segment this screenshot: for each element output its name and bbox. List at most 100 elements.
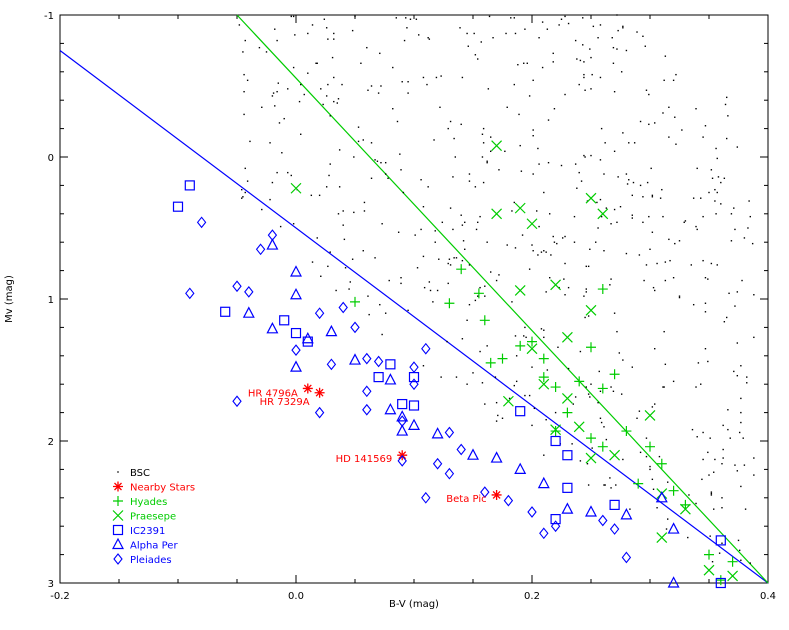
pleiades-point xyxy=(373,355,384,368)
pleiades-point xyxy=(255,243,266,256)
series-hyades xyxy=(350,264,738,586)
pleiades-point xyxy=(421,342,431,355)
bsc-point xyxy=(368,313,370,316)
praesepe-point xyxy=(514,202,526,214)
bsc-point xyxy=(552,235,554,238)
bsc-point xyxy=(704,125,707,127)
bsc-point xyxy=(338,186,341,188)
bsc-point xyxy=(546,28,549,30)
bsc-point xyxy=(740,365,742,367)
bsc-point xyxy=(571,443,573,445)
bsc-point xyxy=(397,231,400,233)
bsc-point xyxy=(597,37,599,39)
bsc-point xyxy=(513,201,515,204)
bsc-point xyxy=(572,403,574,405)
bsc-point xyxy=(613,208,616,211)
ic2391-point xyxy=(562,482,573,493)
bsc-point xyxy=(665,528,668,530)
bsc-point xyxy=(688,494,690,496)
bsc-point xyxy=(716,191,718,194)
bsc-point xyxy=(600,127,603,130)
bsc-point xyxy=(495,420,498,422)
bsc-point xyxy=(737,539,740,542)
bsc-point xyxy=(381,333,383,336)
bsc-point xyxy=(740,421,742,424)
alpha-per-point xyxy=(561,502,574,514)
bsc-point xyxy=(243,73,245,76)
bsc-point xyxy=(453,257,455,259)
bsc-point xyxy=(547,119,550,121)
bsc-point xyxy=(447,262,449,265)
bsc-point xyxy=(353,156,355,158)
bsc-point xyxy=(495,279,498,282)
bsc-point xyxy=(583,61,585,63)
series-nearby-stars xyxy=(302,383,502,500)
bsc-point xyxy=(721,507,723,509)
bsc-point xyxy=(683,221,685,224)
bsc-point xyxy=(561,237,564,239)
bsc-point xyxy=(427,37,429,39)
bsc-point xyxy=(360,62,362,64)
bsc-point xyxy=(563,278,565,280)
bsc-point xyxy=(584,89,586,91)
bsc-point xyxy=(702,431,704,434)
bsc-point xyxy=(585,265,587,268)
bsc-point xyxy=(616,330,618,333)
bsc-point xyxy=(646,181,649,184)
bsc-point xyxy=(422,255,425,258)
bsc-point xyxy=(668,238,670,241)
bsc-point xyxy=(678,296,681,299)
bsc-point xyxy=(656,262,658,265)
bsc-point xyxy=(452,176,454,178)
bsc-point xyxy=(632,181,635,184)
praesepe-point xyxy=(561,392,573,404)
bsc-point xyxy=(720,203,722,205)
bsc-point xyxy=(567,286,570,289)
bsc-point xyxy=(462,240,465,242)
bsc-point xyxy=(604,142,606,144)
alpha-per-point xyxy=(408,418,420,430)
bsc-point xyxy=(649,468,651,471)
bsc-point xyxy=(753,457,755,459)
bsc-point xyxy=(617,176,619,178)
bsc-point xyxy=(599,417,602,419)
bsc-point xyxy=(501,417,504,419)
bsc-point xyxy=(477,58,479,60)
hyades-point xyxy=(704,549,714,560)
hyades-point xyxy=(597,383,608,394)
pleiades-point xyxy=(409,378,419,391)
bsc-point xyxy=(642,221,644,224)
pleiades-point xyxy=(527,506,537,518)
bsc-point xyxy=(672,380,675,383)
bsc-point xyxy=(405,17,407,19)
alpha-per-point xyxy=(396,410,409,422)
legend-label: Pleiades xyxy=(130,555,172,566)
bsc-point xyxy=(396,120,399,123)
bsc-point xyxy=(276,39,278,42)
alpha-per-point xyxy=(667,576,680,588)
bsc-point xyxy=(490,271,492,273)
alpha-per-point xyxy=(384,373,397,385)
bsc-point xyxy=(704,348,707,350)
bsc-point xyxy=(587,484,590,486)
bsc-point xyxy=(541,21,544,23)
bsc-point xyxy=(461,338,464,340)
alpha-per-point xyxy=(290,265,302,277)
bsc-point xyxy=(590,383,592,385)
bsc-point xyxy=(707,451,709,454)
bsc-point xyxy=(466,383,468,385)
alpha-per-point xyxy=(514,462,527,474)
bsc-point xyxy=(622,359,624,361)
bsc-point xyxy=(344,267,347,269)
bsc-point xyxy=(515,380,518,383)
bsc-point xyxy=(709,437,711,439)
bsc-point xyxy=(447,282,449,285)
alpha-per-point xyxy=(290,360,302,372)
bsc-point xyxy=(648,123,650,126)
bsc-point xyxy=(622,27,624,29)
bsc-point xyxy=(513,83,515,86)
hyades-point xyxy=(621,426,632,437)
pleiades-point xyxy=(232,395,242,408)
legend-label: Praesepe xyxy=(130,512,176,523)
bsc-point xyxy=(336,102,338,104)
